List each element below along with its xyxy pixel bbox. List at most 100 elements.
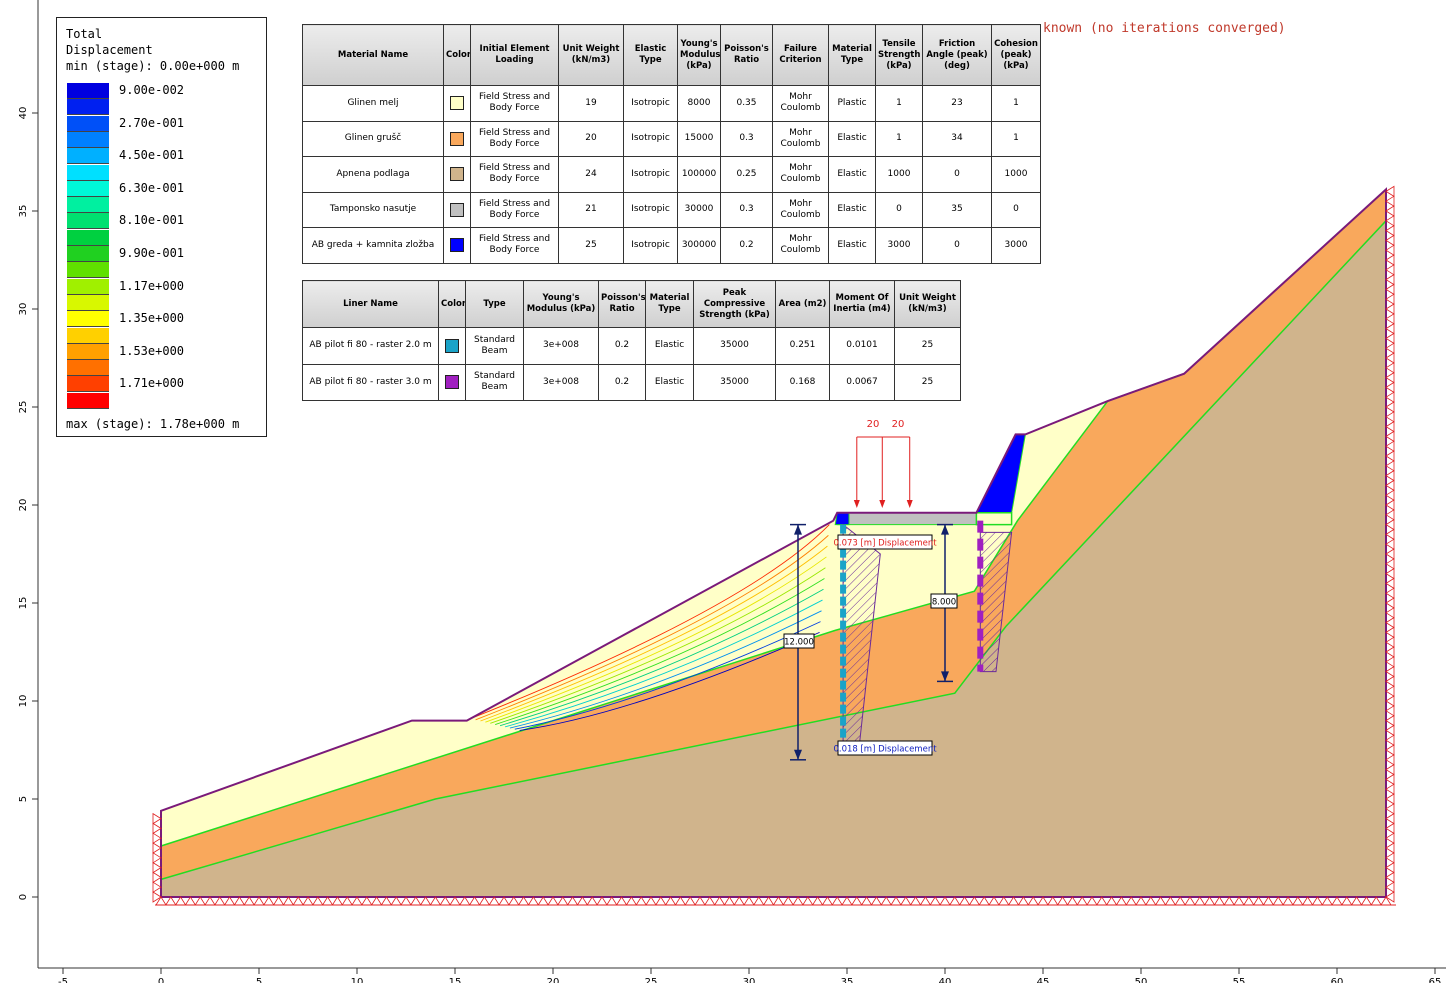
support: [968, 896, 981, 906]
support: [645, 896, 657, 906]
cell: 0.25: [720, 156, 773, 193]
legend-swatch: [67, 83, 109, 99]
support: [811, 896, 824, 906]
support: [606, 896, 618, 906]
support: [1385, 597, 1395, 609]
y-tick-label: 10: [18, 695, 29, 708]
support: [1233, 896, 1245, 906]
support: [1341, 896, 1353, 906]
support: [1385, 215, 1395, 227]
contour: [485, 556, 827, 723]
x-tick-label: 15: [449, 977, 462, 983]
support: [1380, 896, 1392, 906]
support: [1047, 896, 1059, 906]
support: [214, 896, 226, 906]
support: [753, 896, 765, 906]
header-cell: Poisson's Ratio: [720, 24, 773, 86]
legend-max: max (stage): 1.78e+000 m: [66, 417, 240, 431]
support: [1385, 842, 1395, 854]
displacement-profile: [979, 531, 1013, 673]
cell: 0.2: [598, 363, 646, 401]
contour: [504, 599, 823, 728]
support: [1385, 607, 1395, 619]
color-cell: [443, 227, 471, 264]
legend-swatch: [67, 180, 109, 197]
support: [1385, 567, 1395, 580]
legend-level: 9.90e-001: [119, 246, 185, 260]
support: [1385, 420, 1395, 433]
support: [1311, 896, 1324, 906]
support: [1385, 313, 1395, 325]
support: [684, 896, 696, 906]
cell: 8000: [677, 85, 721, 122]
row: Glinen grušč Field Stress and Body Force 2…: [302, 120, 1041, 157]
cell: 0.0101: [829, 327, 895, 365]
support: [361, 896, 373, 906]
support: [694, 896, 706, 906]
cell: Elastic: [828, 191, 876, 228]
support: [958, 896, 971, 906]
dimension-label-box: [783, 633, 815, 649]
support: [370, 896, 383, 906]
header-cell: Cohesion (peak) (kPa): [991, 24, 1041, 86]
load-head: [879, 500, 886, 508]
support: [498, 896, 510, 906]
load-head: [853, 500, 860, 508]
support: [204, 896, 216, 906]
cell: 1000: [875, 156, 923, 193]
header-cell: Moment Of Inertia (m4): [829, 280, 895, 328]
support: [449, 896, 461, 906]
legend-level: 8.10e-001: [119, 213, 185, 228]
legend-swatch: [67, 197, 109, 214]
cell: Isotropic: [623, 227, 678, 264]
support: [468, 896, 481, 906]
header-cell: Peak Compressive Strength (kPa): [693, 280, 776, 328]
contour: [475, 535, 829, 721]
support: [459, 896, 471, 906]
support: [1385, 763, 1395, 776]
support: [1385, 803, 1395, 815]
support: [1385, 548, 1395, 560]
cell: Elastic: [828, 227, 876, 264]
support: [802, 896, 814, 906]
support: [1385, 891, 1395, 903]
support: [243, 896, 255, 906]
support: [152, 881, 162, 893]
support: [488, 896, 500, 906]
support: [909, 896, 922, 906]
support: [1385, 871, 1395, 884]
cell: Standard Beam: [465, 363, 524, 401]
support: [1385, 332, 1395, 345]
cell: 0.3: [720, 191, 773, 228]
legend-title-line: Displacement: [66, 43, 153, 57]
y-tick-label: 40: [18, 107, 29, 120]
support: [1056, 896, 1069, 906]
support: [566, 896, 579, 906]
header-cell: Material Type: [645, 280, 694, 328]
support: [1125, 896, 1137, 906]
legend-swatch: [67, 115, 109, 132]
cell: 0: [875, 191, 923, 228]
support: [1385, 499, 1395, 511]
arrow-head: [941, 671, 949, 682]
support: [870, 896, 883, 906]
color-cell: [443, 156, 471, 193]
color-cell: [443, 85, 471, 122]
support: [253, 896, 265, 906]
support: [351, 896, 363, 906]
support: [841, 896, 853, 906]
cell: 35: [922, 191, 992, 228]
legend-swatch: [67, 311, 109, 328]
support: [635, 896, 647, 906]
support: [1385, 528, 1395, 541]
cell: 34: [922, 120, 992, 157]
cell: 35000: [693, 327, 776, 365]
y-tick-label: 20: [18, 499, 29, 512]
support: [272, 896, 285, 906]
support: [1385, 381, 1395, 394]
cell: Mohr Coulomb: [772, 85, 829, 122]
legend-swatch: [67, 246, 109, 262]
arrow-head: [794, 524, 802, 535]
